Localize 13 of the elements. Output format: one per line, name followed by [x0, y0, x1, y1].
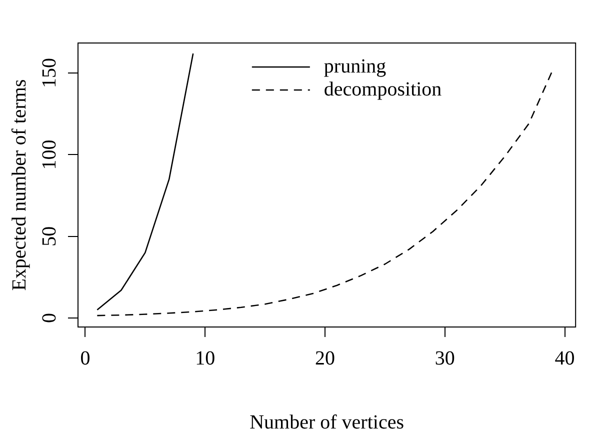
x-tick-label: 10 [195, 347, 216, 370]
y-tick-label: 150 [38, 58, 60, 88]
x-tick-label: 30 [434, 347, 455, 370]
legend-label: pruning [324, 55, 386, 78]
y-axis-title: Expected number of terms [8, 78, 30, 291]
y-tick-label: 50 [38, 226, 60, 246]
y-tick-label: 100 [38, 140, 60, 170]
x-tick-label: 20 [315, 347, 335, 370]
x-tick-label: 40 [554, 347, 575, 370]
x-axis-title: Number of vertices [250, 411, 404, 434]
y-tick-label: 0 [38, 313, 60, 324]
x-tick-label: 0 [80, 347, 90, 370]
legend-label: decomposition [324, 78, 442, 100]
